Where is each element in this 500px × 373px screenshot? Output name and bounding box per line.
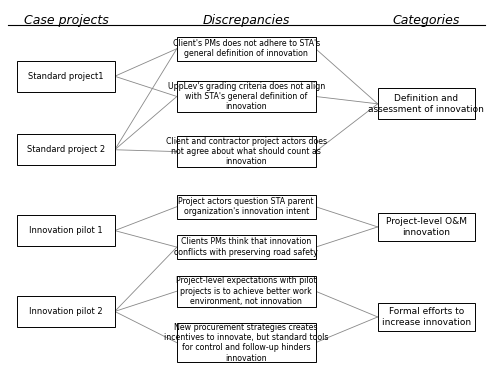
Text: Innovation pilot 1: Innovation pilot 1 (30, 226, 103, 235)
Text: Standard project1: Standard project1 (28, 72, 104, 81)
FancyBboxPatch shape (177, 235, 316, 259)
FancyBboxPatch shape (18, 134, 115, 165)
Text: Clients PMs think that innovation
conflicts with preserving road safety: Clients PMs think that innovation confli… (174, 238, 318, 257)
Text: Case projects: Case projects (24, 14, 108, 27)
Text: Categories: Categories (392, 14, 460, 27)
Text: Innovation pilot 2: Innovation pilot 2 (30, 307, 103, 316)
FancyBboxPatch shape (18, 296, 115, 327)
FancyBboxPatch shape (177, 81, 316, 112)
FancyBboxPatch shape (177, 276, 316, 307)
FancyBboxPatch shape (378, 213, 475, 241)
FancyBboxPatch shape (177, 37, 316, 61)
FancyBboxPatch shape (18, 215, 115, 246)
Text: UppLev's grading criteria does not align
with STA's general definition of
innova: UppLev's grading criteria does not align… (168, 82, 325, 112)
FancyBboxPatch shape (378, 303, 475, 331)
FancyBboxPatch shape (378, 88, 475, 119)
Text: Formal efforts to
increase innovation: Formal efforts to increase innovation (382, 307, 471, 327)
Text: New procurement strategies creates
incentives to innovate, but standard tools
fo: New procurement strategies creates incen… (164, 323, 328, 363)
Text: Project-level expectations with pilot
projects is to achieve better work
environ: Project-level expectations with pilot pr… (176, 276, 316, 306)
FancyBboxPatch shape (177, 323, 316, 362)
FancyBboxPatch shape (177, 136, 316, 167)
Text: Definition and
assessment of innovation: Definition and assessment of innovation (368, 94, 484, 113)
FancyBboxPatch shape (18, 61, 115, 92)
Text: Standard project 2: Standard project 2 (27, 145, 105, 154)
Text: Client's PMs does not adhere to STA's
general definition of innovation: Client's PMs does not adhere to STA's ge… (172, 39, 320, 59)
Text: Discrepancies: Discrepancies (202, 14, 290, 27)
Text: Project actors question STA parent
organization's innovation intent: Project actors question STA parent organ… (178, 197, 314, 216)
Text: Project-level O&M
innovation: Project-level O&M innovation (386, 217, 467, 236)
Text: Client and contractor project actors does
not agree about what should count as
i: Client and contractor project actors doe… (166, 137, 327, 166)
FancyBboxPatch shape (177, 195, 316, 219)
